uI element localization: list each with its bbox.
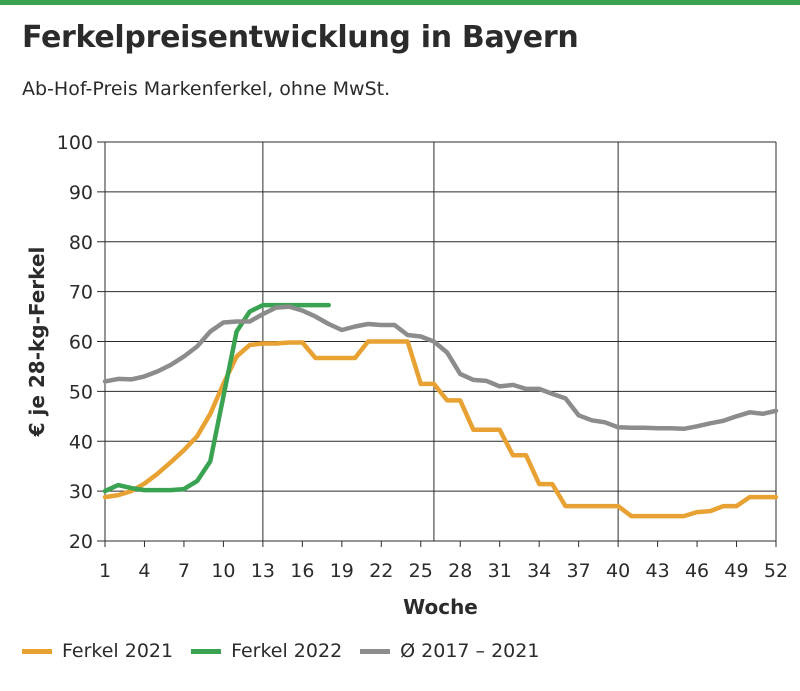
x-tick-label-43: 43	[645, 560, 669, 582]
legend: Ferkel 2021 Ferkel 2022 Ø 2017 – 2021	[22, 638, 557, 664]
legend-swatch-average	[360, 648, 391, 654]
legend-swatch-ferkel-2022	[191, 648, 222, 654]
y-tick-label-60: 60	[69, 332, 93, 354]
x-tick-label-22: 22	[369, 560, 393, 582]
legend-label-average: Ø 2017 – 2021	[400, 640, 540, 662]
y-tick-label-30: 30	[69, 481, 93, 503]
y-tick-label-50: 50	[69, 381, 93, 403]
y-axis-label: € je 28-kg-Ferkel	[25, 247, 49, 438]
x-tick-label-52: 52	[764, 560, 788, 582]
y-tick-label-70: 70	[69, 282, 93, 304]
x-tick-label-40: 40	[606, 560, 630, 582]
x-axis-label: Woche	[403, 595, 478, 619]
accent-bar	[0, 0, 800, 5]
series-line-average	[102, 304, 779, 432]
x-tick-label-28: 28	[448, 560, 472, 582]
x-tick-label-49: 49	[724, 560, 748, 582]
y-tick-label-80: 80	[69, 232, 93, 254]
legend-item-average: Ø 2017 – 2021	[360, 640, 539, 662]
legend-item-ferkel-2022: Ferkel 2022	[191, 640, 342, 662]
y-tick-label-20: 20	[69, 531, 93, 553]
legend-item-ferkel-2021: Ferkel 2021	[22, 640, 173, 662]
series-line-ferkel-2021	[102, 339, 779, 519]
x-tick-label-1: 1	[99, 560, 111, 582]
x-tick-label-34: 34	[527, 560, 551, 582]
y-tick-label-100: 100	[57, 132, 93, 154]
x-tick-label-4: 4	[138, 560, 150, 582]
chart-subtitle: Ab-Hof-Preis Markenferkel, ohne MwSt.	[22, 78, 391, 100]
y-tick-label-90: 90	[69, 182, 93, 204]
x-tick-label-31: 31	[488, 560, 512, 582]
legend-label-ferkel-2022: Ferkel 2022	[231, 640, 343, 662]
x-tick-label-13: 13	[251, 560, 275, 582]
chart-title: Ferkelpreisentwicklung in Bayern	[22, 20, 579, 55]
x-tick-label-19: 19	[330, 560, 354, 582]
x-tick-label-25: 25	[409, 560, 433, 582]
x-tick-label-37: 37	[567, 560, 591, 582]
x-tick-label-16: 16	[290, 560, 314, 582]
legend-label-ferkel-2021: Ferkel 2021	[62, 640, 174, 662]
x-tick-label-7: 7	[178, 560, 190, 582]
legend-swatch-ferkel-2021	[22, 648, 52, 654]
x-tick-label-46: 46	[685, 560, 709, 582]
y-tick-label-40: 40	[69, 431, 93, 453]
x-tick-label-10: 10	[211, 560, 235, 582]
